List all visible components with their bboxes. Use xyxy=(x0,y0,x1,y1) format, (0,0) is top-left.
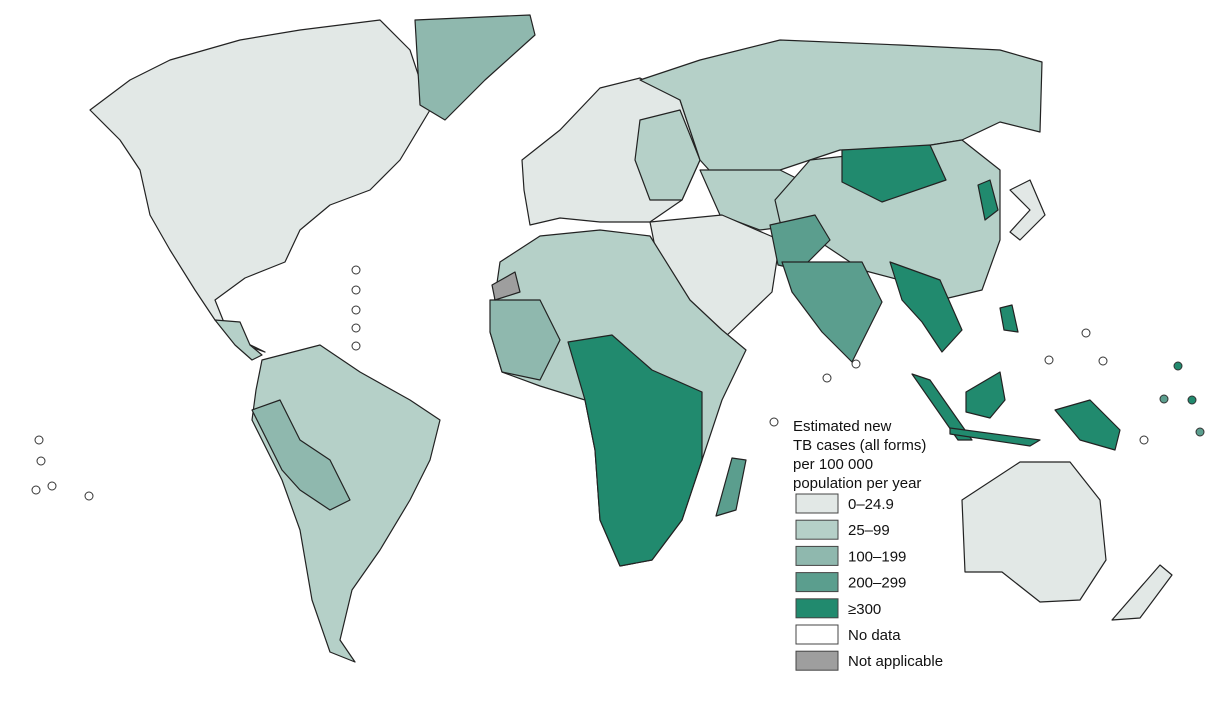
greenland xyxy=(414,14,536,121)
philippines xyxy=(999,304,1019,333)
south-america xyxy=(251,344,441,663)
legend-label: 0–24.9 xyxy=(848,496,894,513)
island xyxy=(851,359,861,369)
legend-label: 200–299 xyxy=(848,575,906,592)
legend-swatch xyxy=(795,545,839,566)
island xyxy=(1081,328,1091,338)
island xyxy=(84,491,94,501)
legend-label: No data xyxy=(848,627,901,644)
island xyxy=(34,435,44,445)
eastern-europe xyxy=(634,109,701,201)
india xyxy=(781,261,883,363)
mongolia xyxy=(841,144,947,203)
island xyxy=(351,305,361,315)
legend-swatch xyxy=(795,572,839,593)
north-america xyxy=(89,19,431,353)
legend-title: per 100 000 xyxy=(793,456,873,473)
legend-label: ≥300 xyxy=(848,601,881,618)
legend-label: 100–199 xyxy=(848,548,906,565)
legend-title: Estimated new xyxy=(793,418,892,435)
island xyxy=(822,373,832,383)
madagascar xyxy=(715,457,747,517)
island xyxy=(351,265,361,275)
korea xyxy=(977,179,999,221)
australia xyxy=(961,461,1107,603)
legend-swatch xyxy=(795,650,839,671)
land-shapes xyxy=(89,14,1173,663)
island xyxy=(1044,355,1054,365)
west-africa xyxy=(489,299,561,381)
island xyxy=(1159,394,1169,404)
island xyxy=(769,417,779,427)
legend-swatch xyxy=(795,519,839,540)
small-islands xyxy=(31,265,1205,501)
island xyxy=(31,485,41,495)
island xyxy=(1187,395,1197,405)
legend-swatch xyxy=(795,493,839,514)
legend-swatch xyxy=(795,598,839,619)
legend-label: 25–99 xyxy=(848,522,890,539)
island xyxy=(47,481,57,491)
western-sahara xyxy=(491,271,521,301)
legend-swatch xyxy=(795,624,839,645)
island xyxy=(1098,356,1108,366)
pakistan-afghanistan xyxy=(769,214,831,271)
southern-africa xyxy=(567,334,703,567)
peru-bolivia xyxy=(251,399,351,511)
southeast-asia xyxy=(889,261,963,353)
island xyxy=(1139,435,1149,445)
legend-title: TB cases (all forms) xyxy=(793,437,926,454)
java xyxy=(949,427,1041,447)
new-zealand xyxy=(1111,564,1173,621)
legend-title: population per year xyxy=(793,475,921,492)
central-america xyxy=(214,319,263,361)
legend: Estimated new TB cases (all forms) per 100… xyxy=(793,418,943,671)
island xyxy=(1173,361,1183,371)
new-guinea xyxy=(1054,399,1121,451)
legend-label: Not applicable xyxy=(848,653,943,670)
borneo xyxy=(965,371,1006,419)
island xyxy=(351,323,361,333)
island xyxy=(1195,427,1205,437)
island xyxy=(36,456,46,466)
island xyxy=(351,341,361,351)
indonesia-west xyxy=(911,373,973,441)
japan xyxy=(1009,179,1046,241)
island xyxy=(351,285,361,295)
